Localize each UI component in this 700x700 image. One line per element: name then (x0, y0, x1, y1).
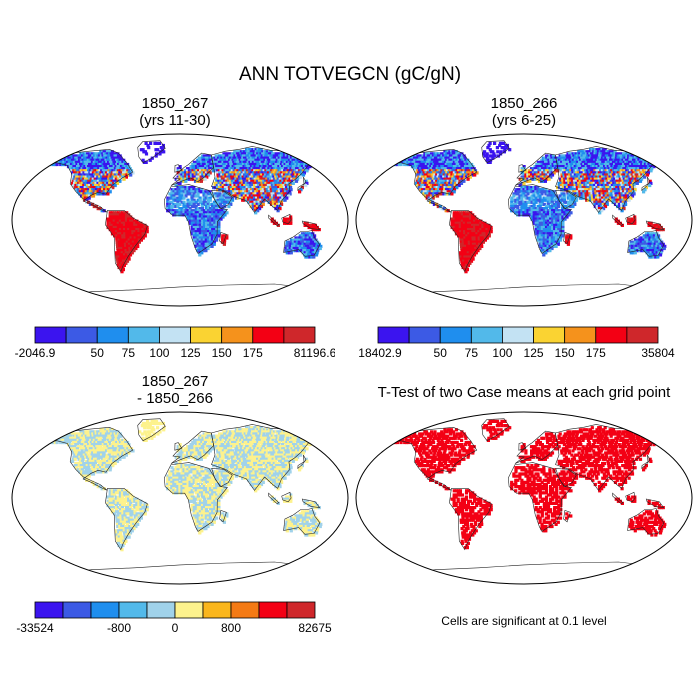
colorbar-label: 75 (465, 346, 479, 360)
panel2-colorbar: -18402.9 50 75 100 125 150 175 35804 (358, 326, 675, 360)
significance-note: Cells are significant at 0.1 level (441, 614, 607, 628)
panel1-map (11, 133, 349, 307)
colorbar-label: 175 (243, 346, 263, 360)
colorbar-swatch (533, 326, 566, 344)
colorbar-swatch (118, 601, 148, 619)
colorbar-swatch (439, 326, 472, 344)
colorbar-swatch (595, 326, 628, 344)
colorbar-label: 175 (586, 346, 606, 360)
panel2-title-line2: (yrs 6-25) (491, 112, 557, 129)
colorbar-label: 0 (172, 621, 179, 635)
panel1-colorbar: -2046.9 50 75 100 125 150 175 81196.6 (15, 326, 335, 360)
panel2-title-line1: 1850_266 (490, 95, 558, 112)
colorbar-swatch (90, 601, 120, 619)
colorbar-label: 150 (555, 346, 575, 360)
colorbar-swatch (34, 326, 67, 344)
colorbar-swatch (190, 326, 223, 344)
colorbar-swatch (258, 601, 288, 619)
colorbar-swatch (286, 601, 316, 619)
colorbar-label: 81196.6 (294, 346, 335, 360)
panel4-map (355, 411, 693, 585)
colorbar-label: 800 (221, 621, 241, 635)
colorbar-label: 50 (91, 346, 105, 360)
colorbar-swatch (65, 326, 98, 344)
colorbar-swatch (502, 326, 534, 344)
panel1-title-line2: (yrs 11-30) (139, 112, 211, 129)
colorbar-swatch (626, 326, 659, 344)
panel3-title-line1: 1850_267 (141, 373, 209, 390)
panel3-title-line2: - 1850_266 (137, 390, 213, 407)
colorbar-label: 125 (181, 346, 201, 360)
colorbar-swatch (127, 326, 160, 344)
colorbar-label: 75 (122, 346, 136, 360)
colorbar-swatch (159, 326, 191, 344)
colorbar-swatch (34, 601, 64, 619)
panel3-title: 1850_267 - 1850_266 (75, 373, 275, 407)
colorbar-swatch (202, 601, 232, 619)
colorbar-label: -2046.9 (15, 346, 56, 360)
colorbar-swatch (174, 601, 204, 619)
panel4-title-line1: T-Test of two Case means at each grid po… (377, 384, 671, 401)
colorbar-swatch (96, 326, 129, 344)
colorbar-swatch (252, 326, 285, 344)
colorbar-label: 35804 (641, 346, 675, 360)
panel2-map (355, 133, 693, 307)
panel1-title: 1850_267 (yrs 11-30) (75, 95, 275, 129)
colorbar-label: -33524 (16, 621, 54, 635)
colorbar-label: 82675 (298, 621, 332, 635)
panel2-title: 1850_266 (yrs 6-25) (424, 95, 624, 129)
colorbar-swatch (221, 326, 254, 344)
colorbar-swatch (470, 326, 503, 344)
colorbar-swatch (146, 601, 176, 619)
colorbar-swatch (377, 326, 410, 344)
colorbar-label: -800 (107, 621, 131, 635)
colorbar-swatch (62, 601, 92, 619)
colorbar-label: 100 (149, 346, 169, 360)
colorbar-swatch (230, 601, 260, 619)
main-title: ANN TOTVEGCN (gC/gN) (238, 64, 462, 85)
panel3-colorbar: -33524 -800 0 800 82675 (16, 601, 332, 635)
panel4-title: T-Test of two Case means at each grid po… (354, 384, 694, 401)
colorbar-label: 100 (492, 346, 512, 360)
colorbar-label: -18402.9 (358, 346, 402, 360)
colorbar-swatch (564, 326, 597, 344)
colorbar-label: 125 (524, 346, 544, 360)
colorbar-label: 50 (434, 346, 448, 360)
panel1-title-line1: 1850_267 (141, 95, 209, 112)
colorbar-label: 150 (212, 346, 232, 360)
colorbar-swatch (408, 326, 441, 344)
colorbar-swatch (283, 326, 316, 344)
panel3-map (11, 411, 349, 585)
